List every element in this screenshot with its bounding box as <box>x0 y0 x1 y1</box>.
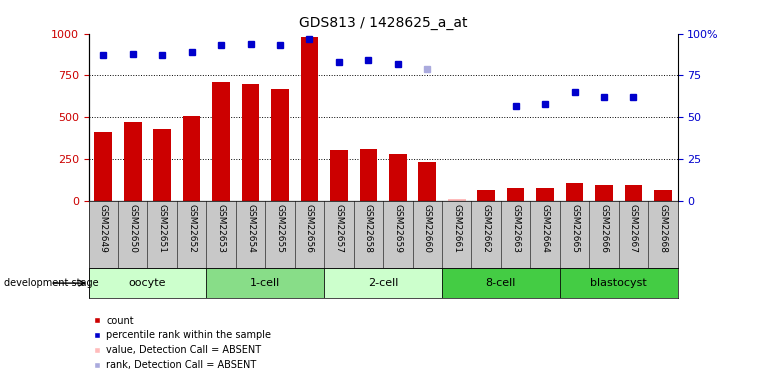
Text: GSM22667: GSM22667 <box>629 204 638 253</box>
Text: 1-cell: 1-cell <box>250 278 280 288</box>
Text: GSM22660: GSM22660 <box>423 204 432 253</box>
Bar <box>536 188 554 201</box>
Bar <box>389 154 407 201</box>
Text: GSM22668: GSM22668 <box>658 204 668 253</box>
Text: GSM22661: GSM22661 <box>452 204 461 253</box>
Bar <box>242 84 259 201</box>
Bar <box>418 162 436 201</box>
Text: blastocyst: blastocyst <box>591 278 647 288</box>
Bar <box>124 122 142 201</box>
Bar <box>95 132 112 201</box>
Bar <box>182 116 200 201</box>
Bar <box>477 190 495 201</box>
Text: GSM22658: GSM22658 <box>364 204 373 253</box>
Text: oocyte: oocyte <box>129 278 166 288</box>
Text: GSM22653: GSM22653 <box>216 204 226 253</box>
Text: GSM22655: GSM22655 <box>276 204 284 253</box>
Bar <box>654 190 671 201</box>
Bar <box>360 149 377 201</box>
Bar <box>595 185 613 201</box>
Bar <box>624 185 642 201</box>
Text: GSM22665: GSM22665 <box>570 204 579 253</box>
Text: GSM22662: GSM22662 <box>482 204 490 253</box>
Bar <box>566 183 584 201</box>
Bar <box>448 199 466 201</box>
Text: GSM22664: GSM22664 <box>541 204 550 253</box>
Text: GSM22659: GSM22659 <box>393 204 402 253</box>
Text: GSM22652: GSM22652 <box>187 204 196 253</box>
Bar <box>213 82 230 201</box>
Bar <box>507 188 524 201</box>
Text: GSM22657: GSM22657 <box>334 204 343 253</box>
Title: GDS813 / 1428625_a_at: GDS813 / 1428625_a_at <box>299 16 467 30</box>
Text: GSM22649: GSM22649 <box>99 204 108 253</box>
Bar <box>442 268 560 298</box>
Text: 2-cell: 2-cell <box>368 278 398 288</box>
Text: GSM22663: GSM22663 <box>511 204 520 253</box>
Bar <box>153 129 171 201</box>
Bar <box>330 150 348 201</box>
Bar <box>560 268 678 298</box>
Text: GSM22654: GSM22654 <box>246 204 255 253</box>
Bar <box>89 268 206 298</box>
Bar <box>300 37 318 201</box>
Legend: count, percentile rank within the sample, value, Detection Call = ABSENT, rank, : count, percentile rank within the sample… <box>93 315 271 370</box>
Text: development stage: development stage <box>4 278 99 288</box>
Bar <box>206 268 324 298</box>
Text: GSM22666: GSM22666 <box>600 204 608 253</box>
Text: GSM22650: GSM22650 <box>129 204 137 253</box>
Text: 8-cell: 8-cell <box>486 278 516 288</box>
Bar <box>271 89 289 201</box>
Text: GSM22656: GSM22656 <box>305 204 314 253</box>
Bar <box>324 268 442 298</box>
Text: GSM22651: GSM22651 <box>158 204 166 253</box>
